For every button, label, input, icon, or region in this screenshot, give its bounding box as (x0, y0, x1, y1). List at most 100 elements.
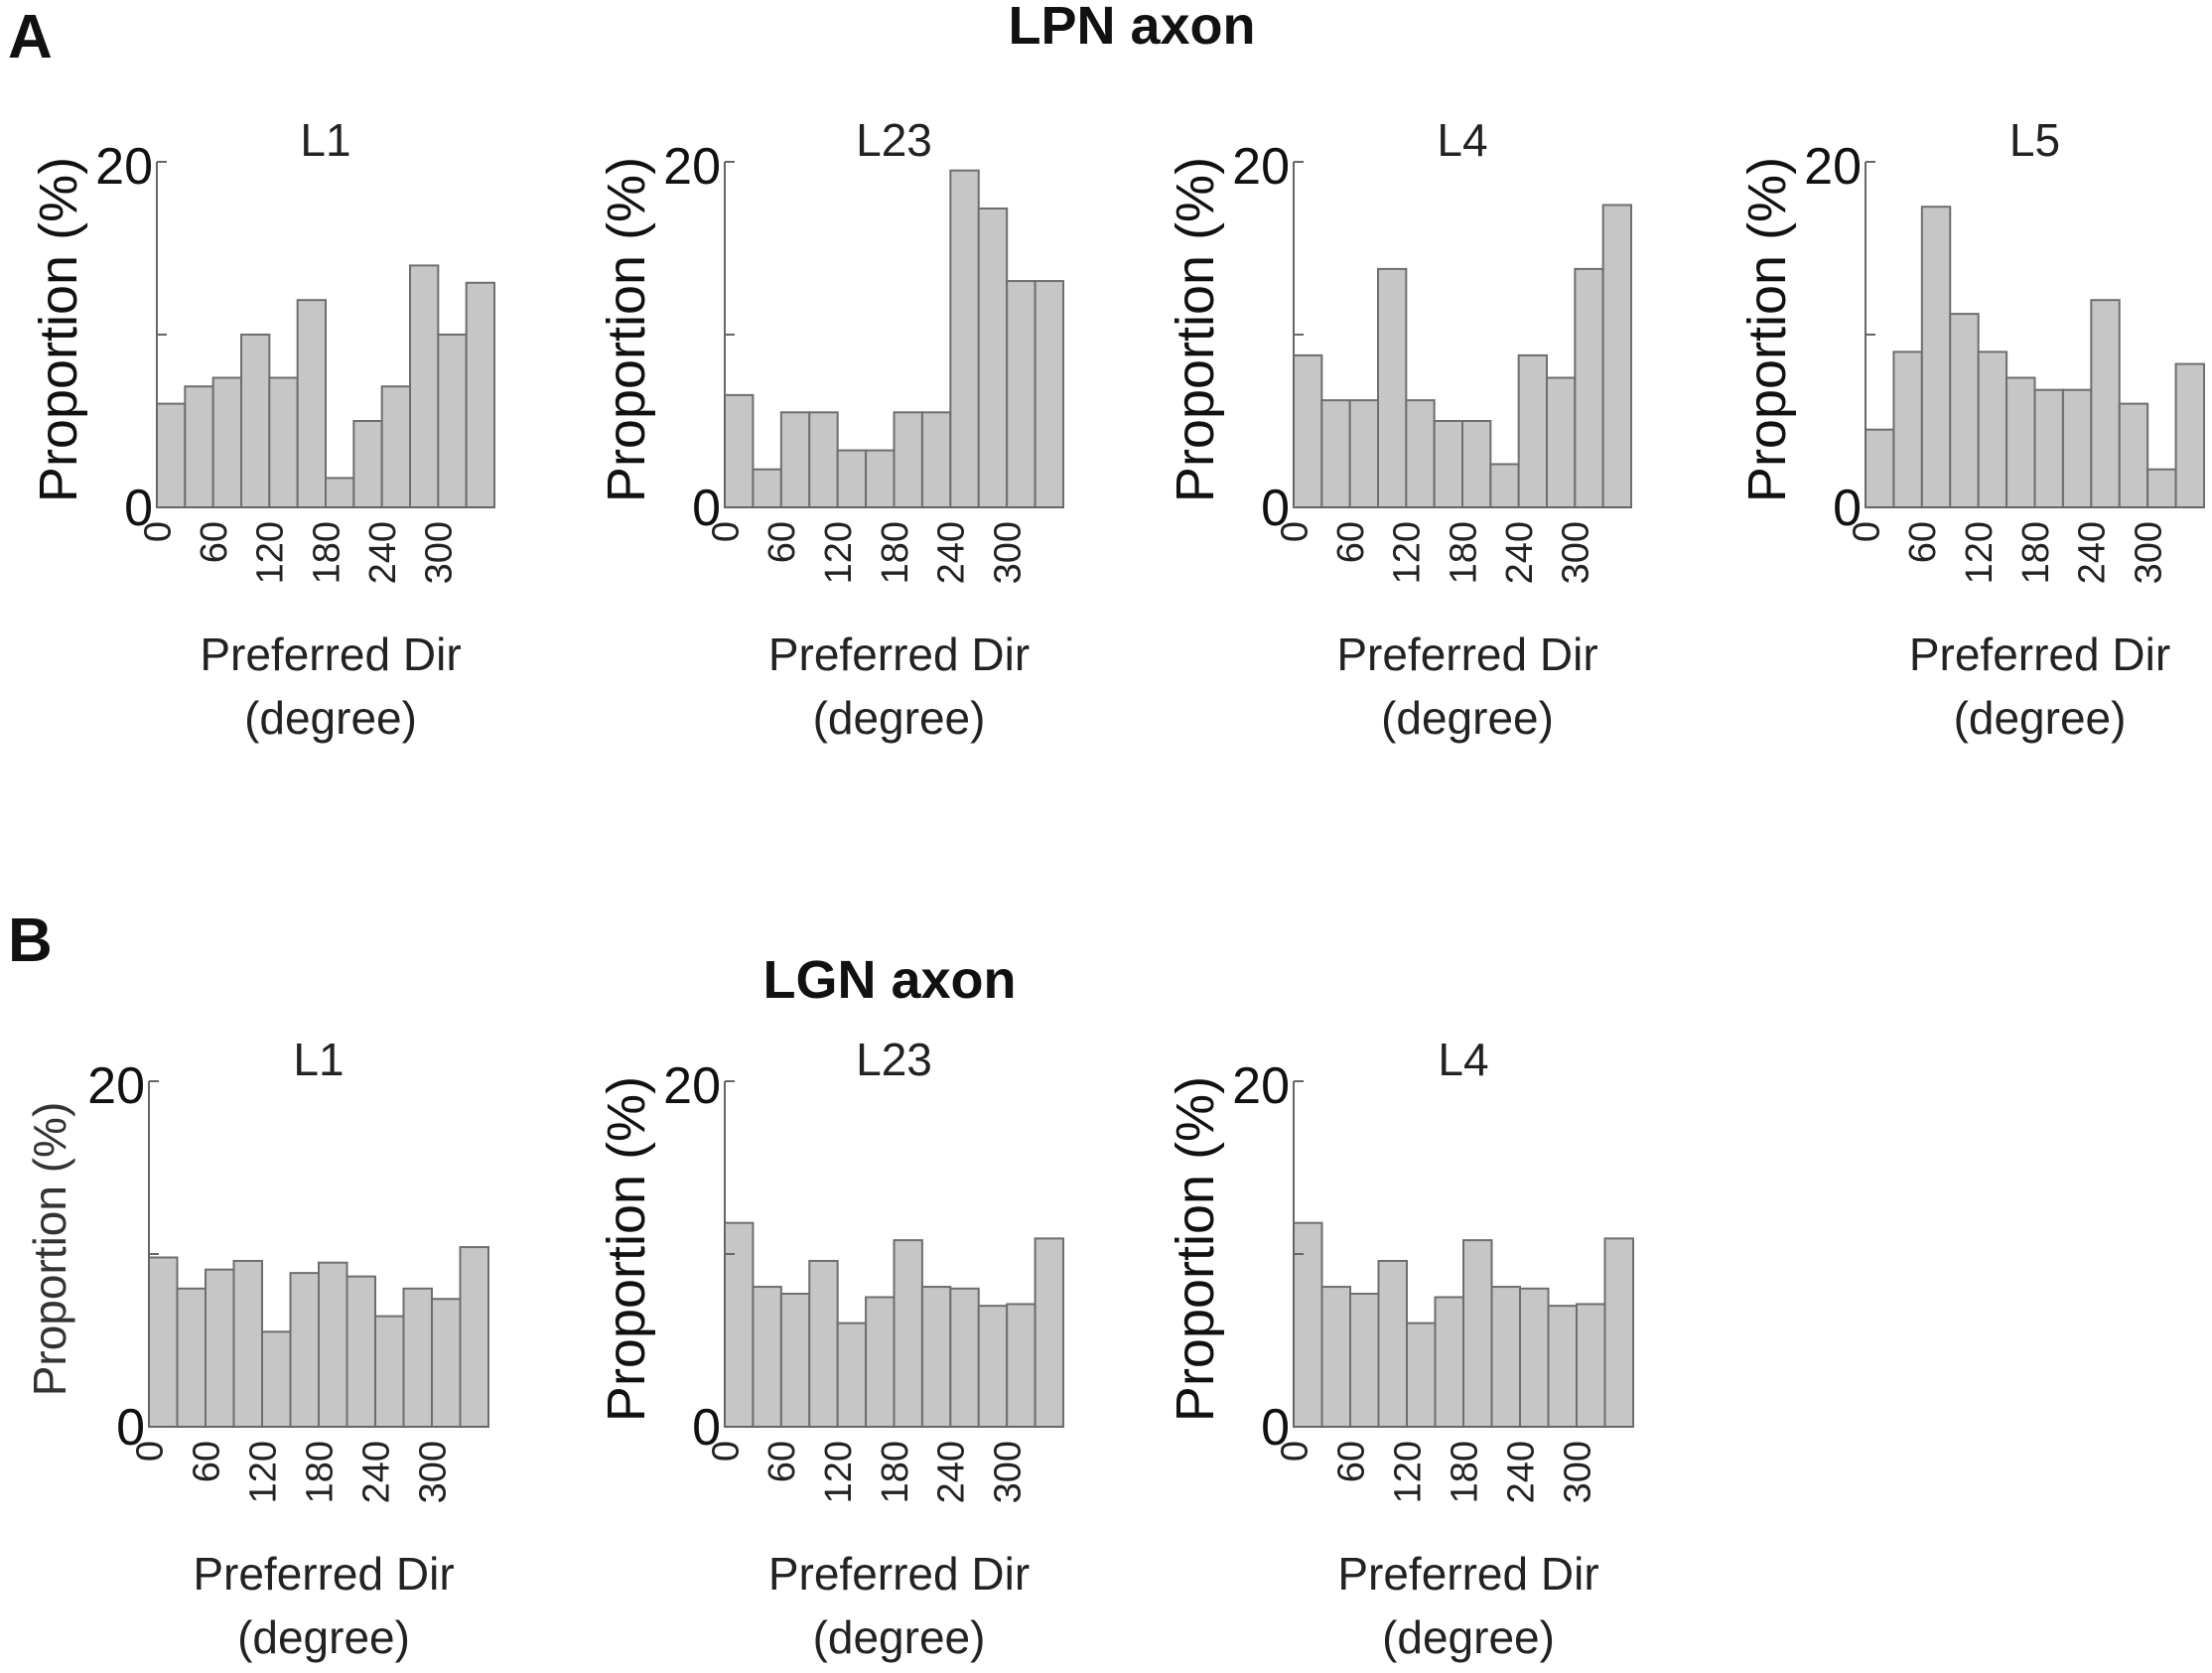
histogram-bar (977, 207, 1009, 508)
histogram-bar (1406, 1322, 1437, 1428)
x-tick-label: 240 (2072, 521, 2114, 584)
histogram-bar (268, 376, 299, 508)
chart-lgn-l4: 0 20 0 60 120 180 240 300 L4 Proportion (%) Prefer… (1166, 1034, 1634, 1663)
histogram-bar (1490, 1286, 1521, 1429)
x-axis-label-line1: Preferred Dir (1909, 628, 2170, 680)
x-axis-label-line1: Preferred Dir (1337, 1548, 1598, 1600)
histogram-bar (2090, 299, 2121, 509)
histogram-bar (409, 264, 440, 508)
x-tick-label: 180 (2015, 521, 2057, 584)
x-tick-label: 240 (362, 521, 404, 584)
x-axis-label-line1: Preferred Dir (193, 1548, 454, 1600)
x-tick-label: 120 (1387, 521, 1429, 584)
histogram-bar (752, 1286, 782, 1429)
x-axis-label-line2: (degree) (813, 692, 986, 744)
x-tick-label: 300 (1557, 1441, 1598, 1503)
x-tick-label: 240 (355, 1441, 397, 1503)
x-tick-label: 60 (1902, 521, 1944, 563)
y-axis-label: Proportion (%) (29, 157, 88, 502)
x-tick-label: 120 (1387, 1441, 1429, 1503)
subplot-title: L1 (293, 1034, 344, 1085)
x-tick-label: 180 (875, 521, 916, 584)
histogram-bar (1892, 350, 1923, 508)
histogram-bar (1034, 280, 1065, 508)
x-tick-label: 240 (931, 1441, 973, 1503)
y-tick-label: 20 (663, 1057, 721, 1115)
histogram-bar (1377, 1259, 1408, 1428)
histogram-bar (1865, 428, 1895, 509)
y-tick-label: 0 (1833, 480, 1862, 537)
x-tick-label: 0 (1274, 521, 1315, 542)
histogram-bar (261, 1330, 292, 1429)
subplot-title: L4 (1438, 1034, 1488, 1085)
x-tick-label: 180 (299, 1441, 341, 1503)
histogram-bar (865, 1296, 896, 1428)
histogram-bar (1576, 1303, 1606, 1428)
histogram-bar (1519, 1287, 1550, 1429)
histogram-bar (148, 1256, 179, 1428)
histogram-bar (1006, 1303, 1037, 1428)
x-tick-label: 120 (250, 521, 292, 584)
x-tick-label: 300 (419, 521, 461, 584)
x-tick-label: 0 (1846, 521, 1887, 542)
y-tick-label: 20 (663, 138, 721, 196)
x-axis-label-line2: (degree) (813, 1611, 986, 1663)
y-tick-label: 0 (1261, 1399, 1290, 1457)
x-tick-label: 60 (761, 1441, 803, 1482)
histogram-bar (211, 376, 243, 508)
histogram-bar (1461, 420, 1492, 508)
panel-letter-a: A (8, 3, 53, 71)
x-tick-label: 0 (705, 521, 747, 542)
histogram-bar (1462, 1239, 1493, 1428)
y-tick-label: 20 (87, 1057, 145, 1115)
x-tick-label: 240 (1500, 1441, 1542, 1503)
y-tick-label: 0 (116, 1399, 145, 1457)
x-tick-label: 60 (1330, 521, 1372, 563)
chart-lpn-l5: 0 20 0 60 120 180 240 300 L5 Proportion (%) Prefer… (1737, 114, 2205, 744)
x-tick-label: 180 (1444, 1441, 1485, 1503)
histogram-bar (865, 449, 896, 508)
x-tick-label: 120 (818, 1441, 860, 1503)
subplot-title: L5 (2009, 114, 2060, 166)
histogram-bar (2146, 468, 2177, 508)
panel-letter-b: B (8, 906, 53, 975)
histogram-bar (1349, 1293, 1380, 1429)
y-axis-label: Proportion (%) (1737, 157, 1797, 502)
x-tick-label: 60 (194, 521, 235, 563)
histogram-bar (1517, 353, 1548, 508)
histogram-bar (893, 411, 923, 508)
histogram-bar (752, 468, 782, 508)
subplot-title: L4 (1437, 114, 1487, 166)
x-tick-label: 60 (761, 521, 803, 563)
histogram-bar (289, 1272, 320, 1429)
histogram-bar (437, 334, 468, 508)
histogram-bar (1320, 399, 1351, 508)
histogram-bar (205, 1268, 235, 1429)
histogram-bar (808, 1259, 839, 1428)
histogram-bar (1489, 463, 1520, 508)
x-tick-label: 120 (818, 521, 860, 584)
x-tick-label: 60 (186, 1441, 227, 1482)
histogram-bar (1546, 376, 1577, 508)
histogram-bar (431, 1298, 462, 1428)
chart-lpn-l1: 0 20 0 60 120 180 240 300 L1 Proportion (%) Prefer… (29, 114, 495, 744)
x-axis-label-line2: (degree) (1381, 692, 1554, 744)
histogram-bar (836, 1322, 868, 1428)
x-tick-label: 180 (875, 1441, 916, 1503)
y-axis-label: Proportion (%) (597, 157, 656, 502)
histogram-bar (1320, 1286, 1351, 1429)
y-tick-label: 0 (692, 1399, 721, 1457)
histogram-bar (1547, 1305, 1578, 1428)
histogram-bar (402, 1287, 433, 1429)
x-axis-label-line1: Preferred Dir (200, 628, 461, 680)
histogram-bar (977, 1305, 1009, 1428)
histogram-bar (374, 1315, 405, 1429)
histogram-bar (836, 449, 868, 508)
x-axis-label-line2: (degree) (1382, 1611, 1555, 1663)
histogram-bar (465, 281, 495, 508)
histogram-bar (352, 420, 383, 508)
x-tick-label: 0 (129, 1441, 171, 1462)
chart-lpn-l4: 0 20 0 60 120 180 240 300 L4 Proportion (%) Prefer… (1166, 114, 1632, 744)
x-tick-label: 0 (705, 1441, 747, 1462)
